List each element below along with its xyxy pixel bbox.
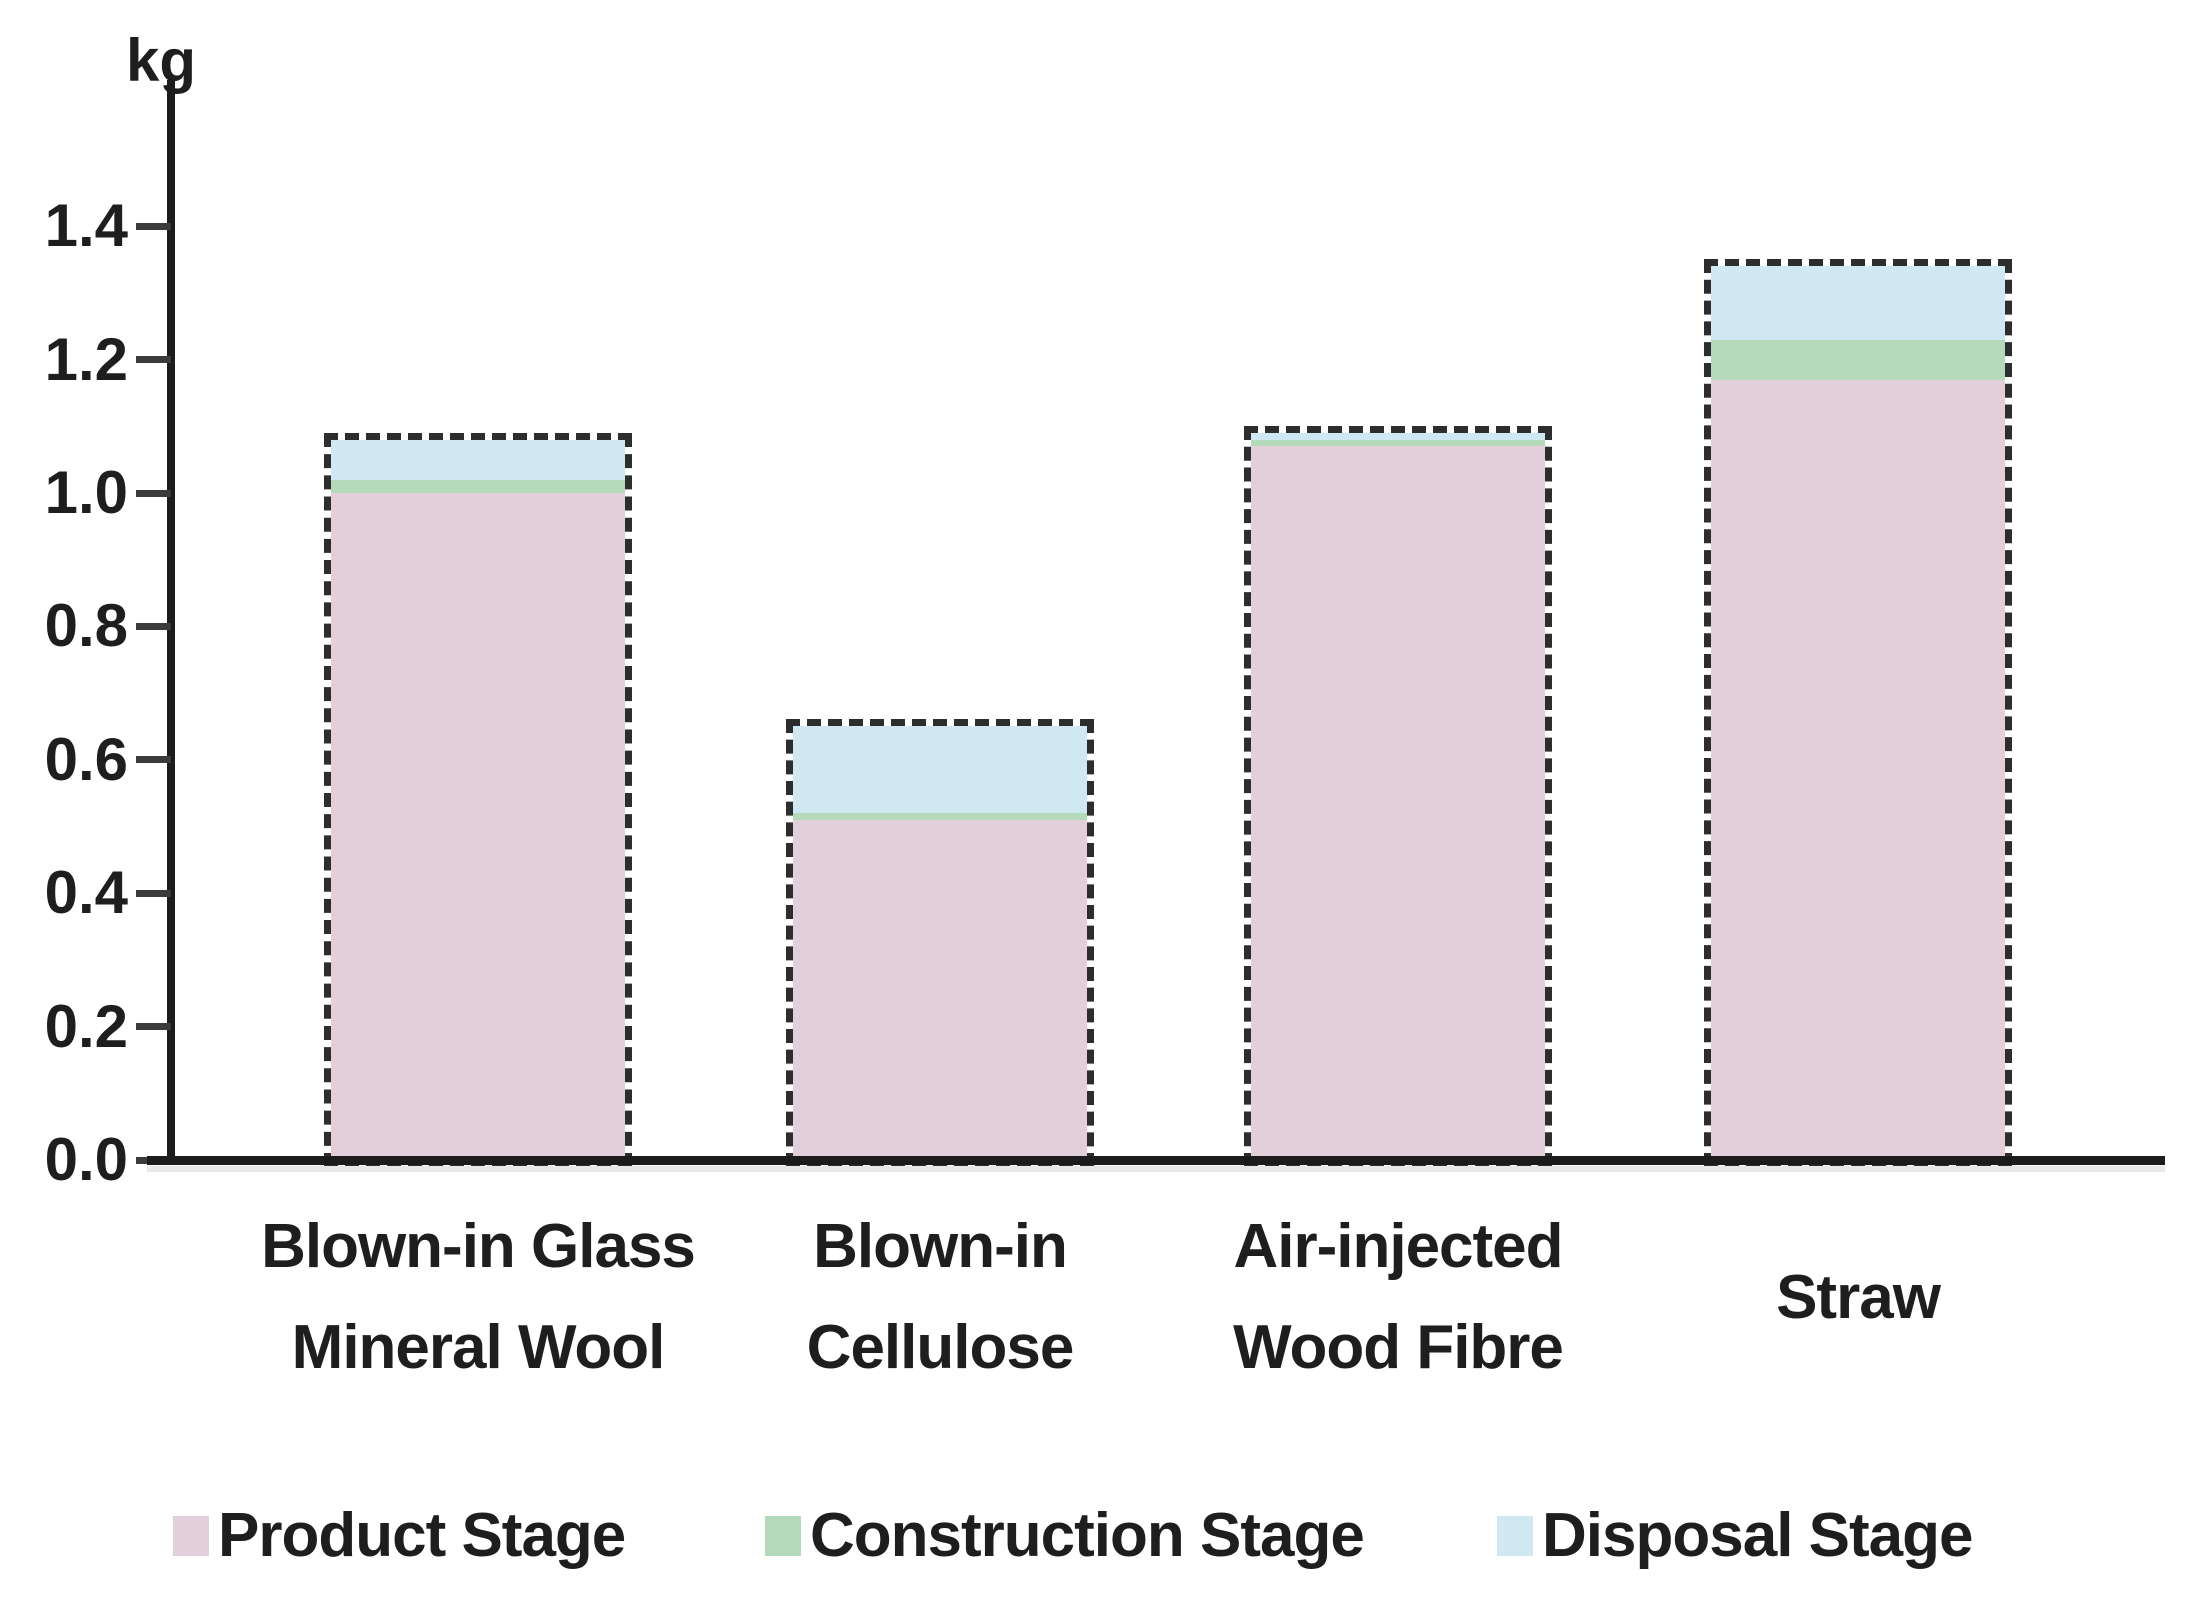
y-tick-mark xyxy=(136,356,171,364)
category-label-line: Blown-in Glass xyxy=(261,1212,696,1281)
y-tick-label: 1.4 xyxy=(44,192,128,260)
bar-segment-construction-stage xyxy=(793,813,1087,820)
category-label-line: Mineral Wool xyxy=(291,1313,666,1382)
y-tick-label: 1.0 xyxy=(44,459,128,526)
bar-segment-product-stage xyxy=(793,819,1087,1160)
y-tick-label: 0.4 xyxy=(44,859,128,927)
bar-straw xyxy=(1704,259,2012,1167)
legend-label: Construction Stage xyxy=(810,1501,1365,1570)
bar-air-injected-wood-fibre xyxy=(1244,425,1552,1167)
bar-segment-product-stage xyxy=(331,492,625,1160)
bar-segment-product-stage xyxy=(1711,379,2005,1160)
bar-segment-disposal-stage xyxy=(331,439,625,480)
category-label-line: Straw xyxy=(1776,1262,1941,1332)
legend-item-construction-stage: Construction Stage xyxy=(765,1501,1365,1570)
y-tick-label: 0.6 xyxy=(44,725,128,793)
category-label-line: Wood Fibre xyxy=(1233,1313,1564,1382)
y-tick-mark xyxy=(136,622,171,630)
bar-segment-disposal-stage xyxy=(793,726,1087,814)
y-tick-mark xyxy=(136,489,171,497)
legend-item-disposal-stage: Disposal Stage xyxy=(1497,1501,1973,1570)
category-label: Straw xyxy=(1578,1192,2138,1402)
category-label: Blown-in Glass Mineral Wool xyxy=(198,1192,758,1402)
category-label-line: Blown-in xyxy=(813,1212,1068,1281)
legend-item-product-stage: Product Stage xyxy=(173,1501,626,1570)
x-axis-shadow-line xyxy=(147,1166,2165,1172)
bar-segment-disposal-stage xyxy=(1251,432,1545,440)
y-tick-label: 0.8 xyxy=(44,592,128,660)
category-label: Air-injected Wood Fibre xyxy=(1118,1192,1678,1402)
y-tick-label: 0.0 xyxy=(44,1126,128,1193)
y-tick-label: 0.2 xyxy=(44,992,128,1060)
legend-swatch xyxy=(765,1516,801,1556)
category-label: Blown-in Cellulose xyxy=(660,1192,1220,1402)
legend-swatch xyxy=(1497,1516,1533,1556)
y-tick-mark xyxy=(136,222,171,230)
y-axis-line xyxy=(167,80,175,1165)
y-axis-unit-label: kg xyxy=(126,27,197,94)
bar-segment-construction-stage xyxy=(1251,439,1545,447)
category-label-line: Air-injected xyxy=(1233,1212,1563,1281)
y-tick-label: 1.2 xyxy=(44,325,128,393)
x-axis-line xyxy=(147,1156,2165,1165)
bar-segment-product-stage xyxy=(1251,446,1545,1160)
legend-label: Product Stage xyxy=(218,1501,626,1570)
bar-segment-construction-stage xyxy=(331,479,625,493)
y-tick-mark xyxy=(136,1023,171,1031)
bar-blown-in-cellulose xyxy=(786,719,1094,1167)
bar-blown-in-glass-mineral-wool xyxy=(324,432,632,1167)
bar-segment-construction-stage xyxy=(1711,339,2005,380)
legend-swatch xyxy=(173,1516,209,1556)
y-tick-mark xyxy=(136,889,171,897)
legend-label: Disposal Stage xyxy=(1542,1501,1973,1570)
category-label-line: Cellulose xyxy=(806,1313,1075,1382)
bar-segment-disposal-stage xyxy=(1711,266,2005,340)
y-tick-mark xyxy=(136,756,171,764)
